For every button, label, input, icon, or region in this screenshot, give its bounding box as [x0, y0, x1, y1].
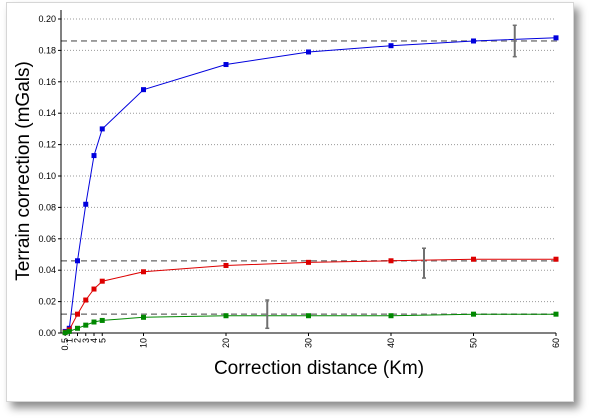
- series-line-1: [64, 37, 557, 332]
- x-tick-label: 50: [469, 338, 479, 348]
- y-tick-label: 0.08: [38, 202, 56, 212]
- x-tick-label: 3: [81, 338, 91, 343]
- data-point: [141, 314, 146, 320]
- data-point: [553, 256, 559, 262]
- x-tick-label: 1: [64, 338, 74, 343]
- x-tick-label: 60: [551, 338, 561, 348]
- y-tick-label: 0.02: [38, 297, 56, 307]
- x-tick-label: 10: [139, 338, 149, 348]
- data-point: [306, 313, 311, 319]
- data-point: [75, 311, 80, 317]
- data-point: [223, 262, 229, 268]
- data-point: [471, 311, 476, 317]
- y-tick-label: 0.14: [38, 108, 56, 118]
- y-tick-label: 0.00: [38, 328, 56, 338]
- data-point: [83, 201, 89, 207]
- data-point: [471, 38, 476, 44]
- data-point: [66, 328, 72, 334]
- data-point: [99, 278, 105, 284]
- series-line-2: [64, 258, 556, 333]
- tick-labels: 0.00 0.02 0.04 0.06 0.08 0.10 0.12 0.14 0.16 0.18…: [38, 14, 561, 351]
- y-axis-title: Terrain correction (mGals): [13, 61, 34, 281]
- data-point: [388, 43, 394, 49]
- x-tick-label: 40: [386, 338, 396, 348]
- y-tick-label: 0.10: [38, 171, 56, 181]
- x-tick-label: 5: [97, 338, 107, 343]
- data-point: [62, 330, 68, 336]
- data-point: [306, 259, 311, 265]
- x-tick-label: 20: [221, 338, 231, 348]
- data-point: [99, 126, 105, 132]
- data-point: [306, 49, 311, 55]
- data-point: [75, 325, 80, 331]
- data-point: [553, 35, 559, 41]
- data-point: [91, 319, 97, 325]
- data-point: [223, 313, 229, 319]
- error-bars: [265, 24, 517, 330]
- data-point: [553, 311, 559, 317]
- x-tick-label: 0.5: [60, 338, 70, 351]
- x-tick-label: 2: [73, 338, 83, 343]
- data-point: [91, 286, 97, 292]
- data-point: [91, 153, 97, 159]
- data-point: [83, 297, 89, 303]
- y-tick-label: 0.12: [38, 140, 56, 150]
- data-point: [471, 256, 476, 262]
- data-point: [75, 258, 80, 264]
- data-point: [223, 62, 229, 68]
- data-point: [83, 322, 89, 328]
- data-point: [141, 87, 146, 93]
- x-tick-label: 30: [304, 338, 314, 348]
- y-tick-label: 0.18: [38, 45, 56, 55]
- data-point: [141, 269, 146, 275]
- data-point: [388, 313, 394, 319]
- y-tick-label: 0.06: [38, 234, 56, 244]
- y-tick-label: 0.20: [38, 14, 56, 24]
- data-point: [99, 317, 105, 323]
- y-tick-label: 0.16: [38, 77, 56, 87]
- axes: [58, 10, 557, 336]
- data-point: [388, 258, 394, 264]
- x-tick-label: 4: [89, 338, 99, 343]
- series: [62, 35, 559, 336]
- y-tick-label: 0.04: [38, 265, 56, 275]
- plot-area: [61, 10, 561, 333]
- x-axis-title: Correction distance (Km): [214, 358, 424, 379]
